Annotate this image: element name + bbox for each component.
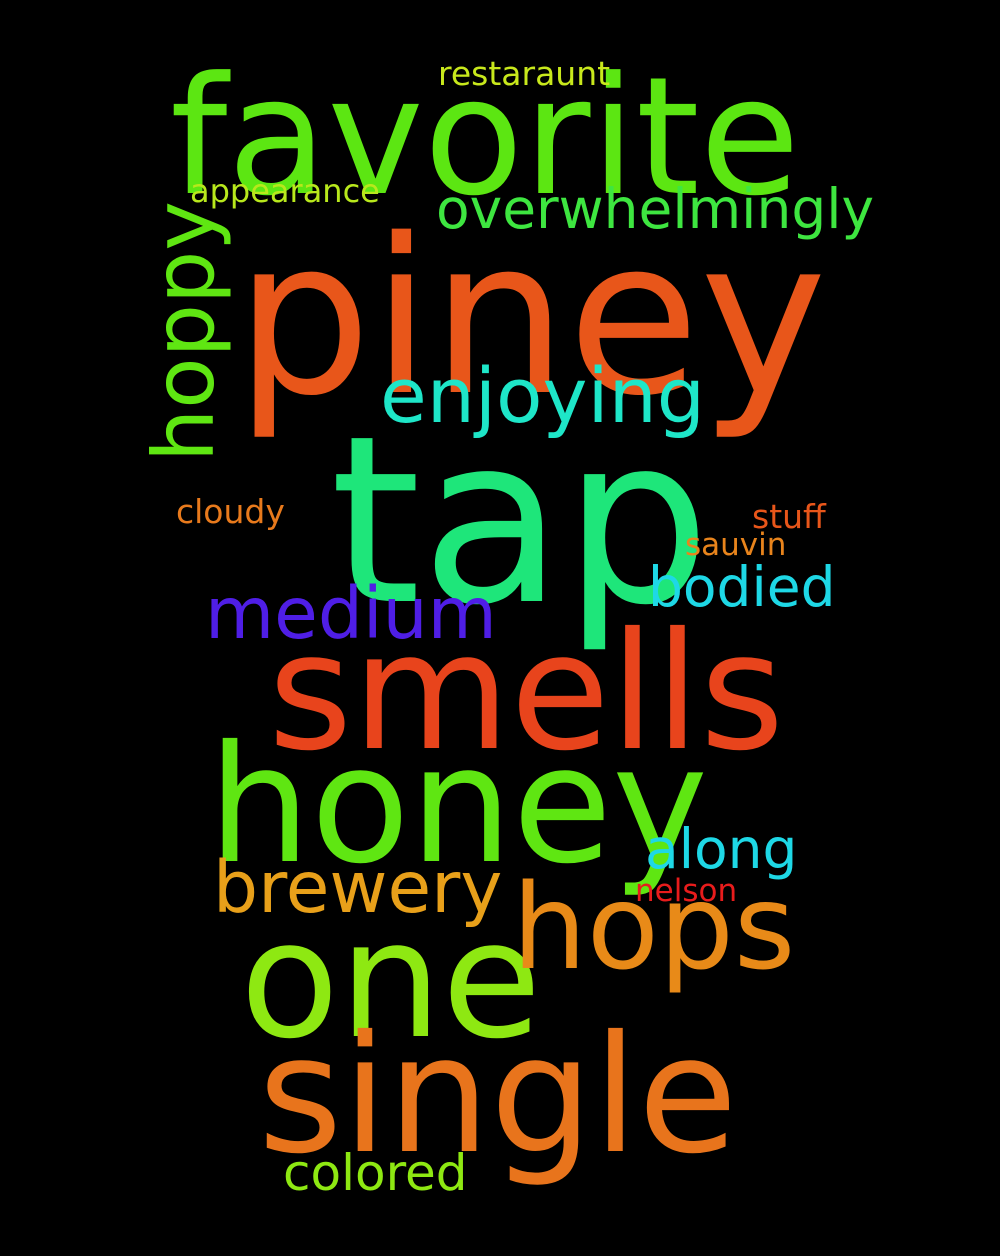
word-colored: colored: [283, 1144, 468, 1202]
word-cloudy: cloudy: [176, 492, 285, 531]
word-overwhelmingly: overwhelmingly: [436, 177, 875, 241]
word-along: along: [645, 817, 798, 881]
word-appearance: appearance: [190, 172, 380, 210]
word-enjoying: enjoying: [380, 351, 706, 440]
word-single: single: [258, 1002, 738, 1190]
word-smells: smells: [268, 599, 785, 787]
word-honey: honey: [208, 712, 709, 900]
word-piney: piney: [235, 192, 827, 443]
word-sauvin: sauvin: [685, 527, 787, 563]
word-nelson: nelson: [635, 873, 738, 909]
word-brewery: brewery: [213, 846, 503, 929]
word-stuff: stuff: [752, 497, 826, 536]
word-bodied: bodied: [648, 555, 836, 619]
word-tap: tap: [330, 386, 711, 656]
word-hoppy: hoppy: [135, 201, 233, 462]
word-one: one: [240, 887, 542, 1075]
word-medium: medium: [205, 572, 497, 655]
word-restaraunt: restaraunt: [438, 54, 611, 93]
word-favorite: favorite: [170, 43, 800, 232]
word-hops: hops: [512, 858, 796, 996]
